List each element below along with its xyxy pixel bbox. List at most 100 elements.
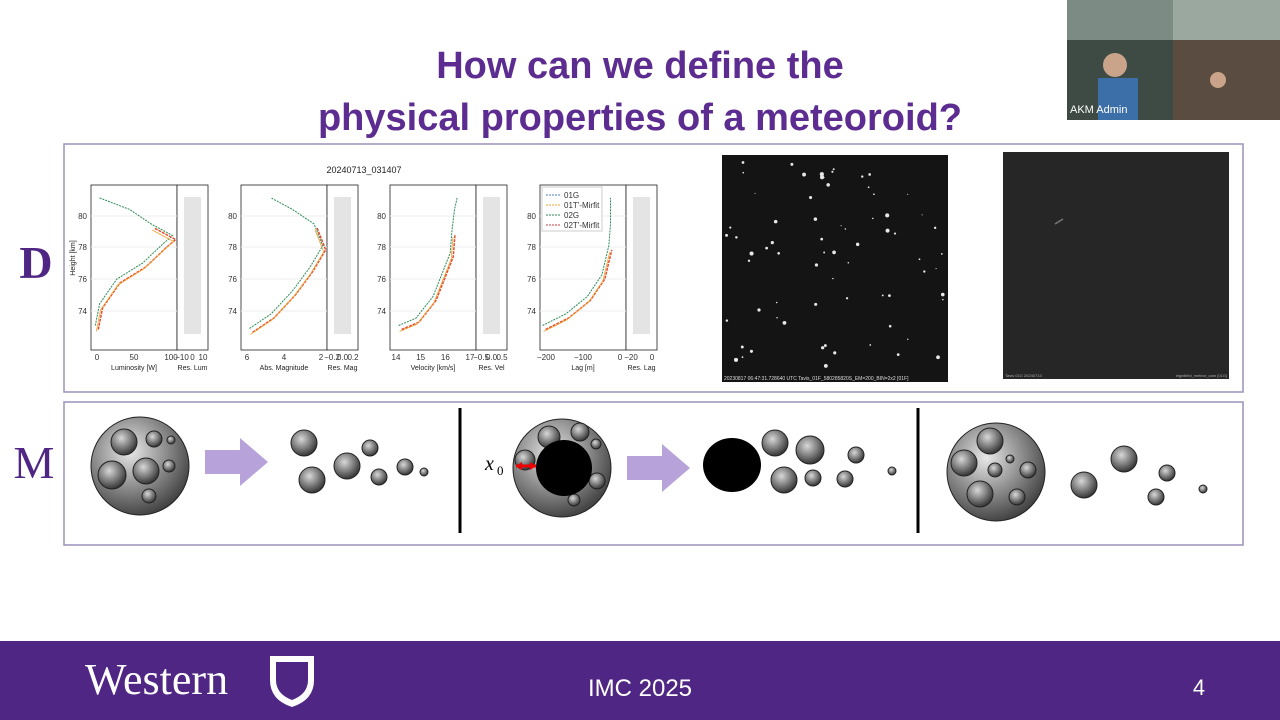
y-tick-label: 80 xyxy=(527,212,536,221)
star xyxy=(861,175,864,178)
star xyxy=(775,301,778,304)
star xyxy=(790,162,794,166)
x-axis-label: Res. Lum xyxy=(178,365,208,372)
star xyxy=(855,242,860,247)
image-caption: elginfield_meteor_cam [01G] xyxy=(1176,373,1227,378)
star xyxy=(832,168,835,171)
star xyxy=(749,251,754,256)
star xyxy=(831,170,834,173)
star xyxy=(936,355,940,360)
x-tick-label: −100 xyxy=(574,353,593,362)
star xyxy=(940,252,943,255)
curve xyxy=(250,229,325,335)
x-tick-label: −20 xyxy=(624,353,638,362)
star xyxy=(832,250,836,255)
y-tick-label: 74 xyxy=(377,307,386,316)
y-tick-label: 80 xyxy=(78,212,87,221)
star xyxy=(777,251,780,255)
plot-axes xyxy=(240,184,328,351)
star xyxy=(826,183,830,187)
legend-label: 01T'-Mirfit xyxy=(564,201,600,210)
plot-axes xyxy=(90,184,178,351)
star xyxy=(776,317,778,319)
x-tick-label: 0.0 xyxy=(486,353,498,362)
plot-axes xyxy=(389,184,477,351)
residual-band xyxy=(633,197,650,334)
star xyxy=(888,294,891,298)
x-tick-label: 0 xyxy=(618,353,623,362)
x-axis-label: Abs. Magnitude xyxy=(260,365,309,372)
star xyxy=(741,161,745,164)
footer-event: IMC 2025 xyxy=(588,675,692,702)
star xyxy=(907,193,909,195)
y-tick-label: 74 xyxy=(527,307,536,316)
webcam-name: AKM Admin xyxy=(1070,104,1127,116)
x-tick-label: 4 xyxy=(282,353,287,362)
x-tick-label: 15 xyxy=(416,353,425,362)
star xyxy=(757,308,761,312)
x-tick-label: 0 xyxy=(190,353,195,362)
page-number: 4 xyxy=(1193,675,1205,700)
star xyxy=(814,263,819,267)
star xyxy=(840,225,842,227)
star xyxy=(747,259,751,262)
star xyxy=(819,175,825,180)
curve xyxy=(252,227,327,334)
y-tick-label: 78 xyxy=(78,243,87,252)
x-tick-label: 0.0 xyxy=(337,353,349,362)
star xyxy=(942,298,944,301)
star xyxy=(823,251,826,254)
star xyxy=(921,214,923,216)
star xyxy=(847,261,850,264)
curve xyxy=(94,197,174,326)
x-tick-label: 17 xyxy=(466,353,475,362)
x-axis-label: Lag [m] xyxy=(571,365,594,372)
x-axis-label: Res. Vel xyxy=(478,365,505,372)
x-tick-label: 14 xyxy=(392,353,401,362)
star xyxy=(740,345,744,349)
x-tick-label: 2 xyxy=(319,353,324,362)
y-tick-label: 76 xyxy=(377,275,386,284)
x-tick-label: 10 xyxy=(199,353,208,362)
x-axis-label: Res. Lag xyxy=(627,365,655,372)
x-tick-label: 0 xyxy=(650,353,655,362)
star xyxy=(821,346,825,350)
curve xyxy=(542,197,611,326)
star xyxy=(820,237,824,241)
x-tick-label: −200 xyxy=(537,353,556,362)
x-tick-label: −0.2 xyxy=(324,353,340,362)
x-tick-label: 0.2 xyxy=(347,353,359,362)
star xyxy=(742,171,745,174)
y-tick-label: 80 xyxy=(377,212,386,221)
star xyxy=(923,270,926,273)
star xyxy=(918,258,921,261)
star xyxy=(729,226,732,229)
legend-label: 02G xyxy=(564,211,579,220)
camera-image xyxy=(1003,152,1229,379)
x-tick-label: 0 xyxy=(95,353,100,362)
star xyxy=(809,195,813,200)
image-caption: Tavis 01G 20240713 xyxy=(1005,373,1042,378)
star xyxy=(725,319,729,322)
star xyxy=(885,213,890,218)
figure-title: 20240713_031407 xyxy=(326,165,401,175)
footer-logo: Western xyxy=(85,655,228,704)
curve xyxy=(399,237,454,332)
residual-band xyxy=(483,197,500,334)
star xyxy=(749,349,754,353)
star xyxy=(867,186,870,189)
star xyxy=(735,236,738,239)
star xyxy=(773,219,778,224)
x-axis-label: Res. Mag xyxy=(328,365,358,372)
symbol: x xyxy=(484,453,494,475)
star xyxy=(802,172,806,177)
symbol-subscript: 0 xyxy=(497,463,504,478)
x-axis-label: Luminosity [W] xyxy=(111,365,157,372)
star xyxy=(844,228,847,230)
star xyxy=(725,233,728,237)
star xyxy=(765,246,768,250)
curve xyxy=(401,235,456,331)
star xyxy=(885,228,890,233)
curve xyxy=(398,197,458,326)
